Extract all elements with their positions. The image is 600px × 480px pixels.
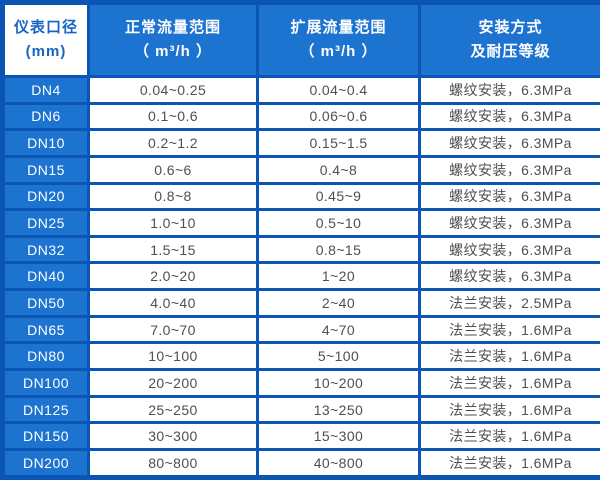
normal-range-cell: 80~800 [87, 447, 259, 480]
table-row: DN6 0.1~0.6 0.06~0.6 螺纹安装，6.3MPa [1, 101, 600, 132]
extended-range-cell: 0.8~15 [256, 234, 421, 265]
header-cell-extended-range: 扩展流量范围 （ m³/h ） [256, 1, 421, 78]
header-diameter-line2: (mm) [25, 43, 67, 60]
normal-range-cell: 0.04~0.25 [87, 75, 259, 105]
diameter-cell: DN100 [1, 368, 90, 398]
header-installation-line2: 及耐压等级 [470, 43, 551, 60]
extended-range-cell: 0.04~0.4 [256, 75, 421, 105]
header-diameter-line1: 仪表口径 [13, 19, 78, 36]
installation-cell: 螺纹安装，6.3MPa [418, 128, 600, 158]
table-body: DN4 0.04~0.25 0.04~0.4 螺纹安装，6.3MPa DN6 0… [1, 75, 600, 480]
normal-range-cell: 30~300 [87, 421, 259, 451]
installation-cell: 螺纹安装，6.3MPa [418, 234, 600, 265]
diameter-cell: DN150 [1, 421, 90, 451]
diameter-cell: DN6 [1, 101, 90, 132]
extended-range-cell: 2~40 [256, 288, 421, 318]
diameter-cell: DN10 [1, 128, 90, 158]
header-cell-installation: 安装方式 及耐压等级 [418, 1, 600, 78]
table-row: DN32 1.5~15 0.8~15 螺纹安装，6.3MPa [1, 234, 600, 265]
diameter-cell: DN15 [1, 154, 90, 185]
normal-range-cell: 1.0~10 [87, 208, 259, 238]
installation-cell: 法兰安装，1.6MPa [418, 447, 600, 480]
extended-range-cell: 0.5~10 [256, 208, 421, 238]
extended-range-cell: 10~200 [256, 368, 421, 398]
diameter-cell: DN50 [1, 288, 90, 318]
header-cell-diameter: 仪表口径 (mm) [1, 1, 90, 78]
installation-cell: 法兰安装，1.6MPa [418, 394, 600, 425]
normal-range-cell: 25~250 [87, 394, 259, 425]
installation-cell: 法兰安装，2.5MPa [418, 288, 600, 318]
extended-range-cell: 0.45~9 [256, 181, 421, 212]
diameter-cell: DN80 [1, 341, 90, 372]
installation-cell: 螺纹安装，6.3MPa [418, 208, 600, 238]
table-row: DN20 0.8~8 0.45~9 螺纹安装，6.3MPa [1, 181, 600, 212]
table-row: DN150 30~300 15~300 法兰安装，1.6MPa [1, 421, 600, 451]
installation-cell: 螺纹安装，6.3MPa [418, 154, 600, 185]
installation-cell: 法兰安装，1.6MPa [418, 314, 600, 345]
extended-range-cell: 15~300 [256, 421, 421, 451]
installation-cell: 法兰安装，1.6MPa [418, 368, 600, 398]
table-row: DN40 2.0~20 1~20 螺纹安装，6.3MPa [1, 261, 600, 292]
extended-range-cell: 0.06~0.6 [256, 101, 421, 132]
diameter-cell: DN200 [1, 447, 90, 480]
normal-range-cell: 7.0~70 [87, 314, 259, 345]
table-row: DN4 0.04~0.25 0.04~0.4 螺纹安装，6.3MPa [1, 75, 600, 105]
normal-range-cell: 4.0~40 [87, 288, 259, 318]
header-installation-line1: 安装方式 [478, 19, 543, 36]
diameter-cell: DN40 [1, 261, 90, 292]
normal-range-cell: 0.2~1.2 [87, 128, 259, 158]
diameter-cell: DN20 [1, 181, 90, 212]
extended-range-cell: 4~70 [256, 314, 421, 345]
diameter-cell: DN25 [1, 208, 90, 238]
header-extended-line2: （ m³/h ） [299, 43, 378, 60]
installation-cell: 螺纹安装，6.3MPa [418, 261, 600, 292]
normal-range-cell: 0.6~6 [87, 154, 259, 185]
diameter-cell: DN65 [1, 314, 90, 345]
normal-range-cell: 1.5~15 [87, 234, 259, 265]
installation-cell: 螺纹安装，6.3MPa [418, 181, 600, 212]
installation-cell: 法兰安装，1.6MPa [418, 341, 600, 372]
diameter-cell: DN32 [1, 234, 90, 265]
table-row: DN100 20~200 10~200 法兰安装，1.6MPa [1, 368, 600, 398]
diameter-cell: DN125 [1, 394, 90, 425]
table-row: DN10 0.2~1.2 0.15~1.5 螺纹安装，6.3MPa [1, 128, 600, 158]
normal-range-cell: 2.0~20 [87, 261, 259, 292]
installation-cell: 螺纹安装，6.3MPa [418, 101, 600, 132]
header-cell-normal-range: 正常流量范围 （ m³/h ） [87, 1, 259, 78]
normal-range-cell: 10~100 [87, 341, 259, 372]
table-row: DN80 10~100 5~100 法兰安装，1.6MPa [1, 341, 600, 372]
normal-range-cell: 0.8~8 [87, 181, 259, 212]
extended-range-cell: 40~800 [256, 447, 421, 480]
header-extended-line1: 扩展流量范围 [290, 19, 387, 36]
installation-cell: 法兰安装，1.6MPa [418, 421, 600, 451]
table-row: DN65 7.0~70 4~70 法兰安装，1.6MPa [1, 314, 600, 345]
table-row: DN125 25~250 13~250 法兰安装，1.6MPa [1, 394, 600, 425]
extended-range-cell: 0.15~1.5 [256, 128, 421, 158]
table-row: DN25 1.0~10 0.5~10 螺纹安装，6.3MPa [1, 208, 600, 238]
header-normal-line2: （ m³/h ） [134, 43, 212, 60]
extended-range-cell: 0.4~8 [256, 154, 421, 185]
header-row: 仪表口径 (mm) 正常流量范围 （ m³/h ） 扩展流量范围 （ m³/h … [1, 1, 600, 78]
installation-cell: 螺纹安装，6.3MPa [418, 75, 600, 105]
table-row: DN200 80~800 40~800 法兰安装，1.6MPa [1, 447, 600, 480]
extended-range-cell: 5~100 [256, 341, 421, 372]
normal-range-cell: 20~200 [87, 368, 259, 398]
normal-range-cell: 0.1~0.6 [87, 101, 259, 132]
extended-range-cell: 1~20 [256, 261, 421, 292]
table-row: DN15 0.6~6 0.4~8 螺纹安装，6.3MPa [1, 154, 600, 185]
diameter-cell: DN4 [1, 75, 90, 105]
header-normal-line1: 正常流量范围 [124, 19, 221, 36]
table-row: DN50 4.0~40 2~40 法兰安装，2.5MPa [1, 288, 600, 318]
extended-range-cell: 13~250 [256, 394, 421, 425]
